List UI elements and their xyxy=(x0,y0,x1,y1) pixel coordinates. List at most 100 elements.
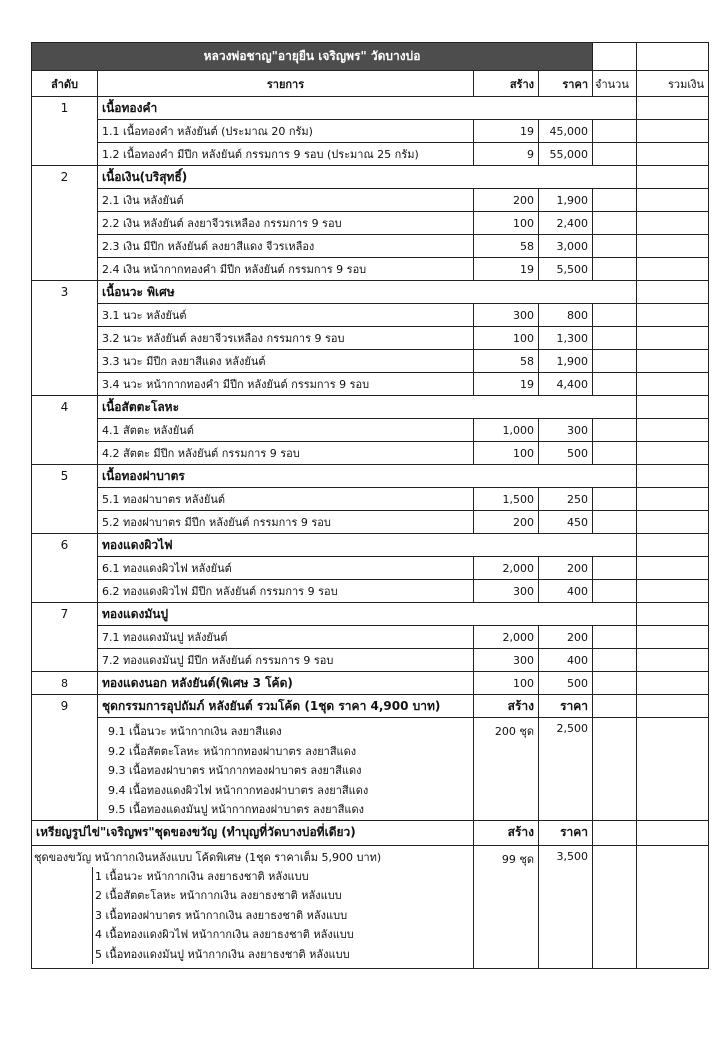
item-created: 100 xyxy=(473,326,539,350)
total-cell[interactable] xyxy=(636,533,710,557)
total-cell[interactable] xyxy=(636,671,710,695)
qty-cell[interactable] xyxy=(592,188,638,212)
qty-cell[interactable] xyxy=(592,257,638,281)
item-created: 2,000 xyxy=(473,556,539,580)
total-cell[interactable] xyxy=(636,625,710,649)
item-row: 6.2 ทองแดงผิวไฟ มีปีก หลังยันต์ กรรมการ … xyxy=(32,579,710,603)
header-total: รวมเงิน xyxy=(636,70,710,97)
item-price: 45,000 xyxy=(537,119,594,143)
qty-cell[interactable] xyxy=(592,844,638,969)
item-price: 2,500 xyxy=(537,717,594,821)
sub-item-line: 9.2 เนื้อสัตตะโลหะ หน้ากากทองฝาบาตร ลงยา… xyxy=(108,744,357,758)
total-cell[interactable] xyxy=(636,556,710,580)
total-cell[interactable] xyxy=(636,188,710,212)
qty-cell[interactable] xyxy=(592,671,638,695)
item-row: 1.1 เนื้อทองคำ หลังยันต์ (ประมาณ 20 กรัม… xyxy=(32,119,710,143)
total-cell[interactable] xyxy=(636,96,710,120)
item-row: 4.2 สัตตะ มีปีก หลังยันต์ กรรมการ 9 รอบ 1… xyxy=(32,441,710,465)
total-cell[interactable] xyxy=(636,441,710,465)
qty-cell[interactable] xyxy=(592,648,638,672)
qty-cell[interactable] xyxy=(592,372,638,396)
total-cell[interactable] xyxy=(636,349,710,373)
item-price: 400 xyxy=(537,648,594,672)
qty-cell[interactable] xyxy=(592,556,638,580)
item-created: 58 xyxy=(473,234,539,258)
total-cell[interactable] xyxy=(636,579,710,603)
total-cell[interactable] xyxy=(636,234,710,258)
total-cell[interactable] xyxy=(636,372,710,396)
price-label: ราคา xyxy=(537,694,594,718)
total-cell[interactable] xyxy=(636,819,710,846)
total-cell[interactable] xyxy=(636,42,710,71)
set-items-row: 9.1 เนื้อนวะ หน้ากากเงิน ลงยาสีแดง 9.2 เน… xyxy=(32,717,710,821)
total-cell[interactable] xyxy=(636,142,710,166)
qty-cell[interactable] xyxy=(592,510,638,534)
total-cell[interactable] xyxy=(636,844,710,969)
item-row: 2.2 เงิน หลังยันต์ ลงยาจีวรเหลือง กรรมกา… xyxy=(32,211,710,235)
total-cell[interactable] xyxy=(636,717,710,821)
qty-cell[interactable] xyxy=(592,625,638,649)
header-created: สร้าง xyxy=(473,70,539,97)
section-title: ทองแดงมันปู xyxy=(96,602,638,626)
sub-item-line: 9.1 เนื้อนวะ หน้ากากเงิน ลงยาสีแดง xyxy=(108,725,282,738)
section-number: 4 xyxy=(31,395,98,465)
total-cell[interactable] xyxy=(636,326,710,350)
item-name: 2.3 เงิน มีปีก หลังยันต์ ลงยาสีแดง จีวรเ… xyxy=(97,234,474,258)
item-name: 2.4 เงิน หน้ากากทองคำ มีปีก หลังยันต์ กร… xyxy=(97,257,474,281)
qty-cell[interactable] xyxy=(592,717,638,821)
item-price: 450 xyxy=(537,510,594,534)
item-price: 1,300 xyxy=(537,326,594,350)
total-cell[interactable] xyxy=(636,211,710,235)
qty-cell[interactable] xyxy=(592,694,638,718)
item-row: 7.2 ทองแดงมันปู มีปีก หลังยันต์ กรรมการ … xyxy=(32,648,710,672)
item-row: 3.2 นวะ หลังยันต์ ลงยาจีวรเหลือง กรรมการ… xyxy=(32,326,710,350)
item-created: 100 xyxy=(473,441,539,465)
header-qty: จำนวน xyxy=(592,70,638,97)
section-number: 1 xyxy=(31,96,98,166)
qty-cell[interactable] xyxy=(592,119,638,143)
section-number: 6 xyxy=(31,533,98,603)
qty-cell[interactable] xyxy=(592,487,638,511)
item-created: 200 xyxy=(473,188,539,212)
item-name: 6.1 ทองแดงผิวไฟ หลังยันต์ xyxy=(97,556,474,580)
qty-cell[interactable] xyxy=(592,303,638,327)
qty-cell[interactable] xyxy=(592,441,638,465)
total-cell[interactable] xyxy=(636,602,710,626)
total-cell[interactable] xyxy=(636,694,710,718)
total-cell[interactable] xyxy=(636,487,710,511)
qty-cell[interactable] xyxy=(592,418,638,442)
total-cell[interactable] xyxy=(636,648,710,672)
item-name: 3.3 นวะ มีปีก ลงยาสีแดง หลังยันต์ xyxy=(97,349,474,373)
item-name: 3.1 นวะ หลังยันต์ xyxy=(97,303,474,327)
item-price: 400 xyxy=(537,579,594,603)
item-created: 300 xyxy=(473,648,539,672)
qty-cell[interactable] xyxy=(592,326,638,350)
item-price: 3,000 xyxy=(537,234,594,258)
qty-cell[interactable] xyxy=(592,349,638,373)
qty-cell[interactable] xyxy=(592,142,638,166)
item-created: 300 xyxy=(473,303,539,327)
item-price: 55,000 xyxy=(537,142,594,166)
item-name: 4.2 สัตตะ มีปีก หลังยันต์ กรรมการ 9 รอบ xyxy=(97,441,474,465)
sub-item-line: 3 เนื้อทองฝาบาตร หน้ากากเงิน ลงยาธงชาติ … xyxy=(95,908,348,922)
total-cell[interactable] xyxy=(636,303,710,327)
total-cell[interactable] xyxy=(636,119,710,143)
item-price: 4,400 xyxy=(537,372,594,396)
sub-item-line: 9.5 เนื้อทองแดงมันปู หน้ากากทองฝาบาตร ลง… xyxy=(108,803,365,816)
qty-cell[interactable] xyxy=(592,819,638,846)
qty-cell[interactable] xyxy=(592,42,638,71)
total-cell[interactable] xyxy=(636,395,710,419)
total-cell[interactable] xyxy=(636,257,710,281)
item-created: 200 ชุด xyxy=(473,717,539,821)
section-number: 2 xyxy=(31,165,98,281)
qty-cell[interactable] xyxy=(592,234,638,258)
section-title: เนื้อทองคำ xyxy=(96,96,638,120)
total-cell[interactable] xyxy=(636,165,710,189)
total-cell[interactable] xyxy=(636,464,710,488)
total-cell[interactable] xyxy=(636,418,710,442)
total-cell[interactable] xyxy=(636,280,710,304)
total-cell[interactable] xyxy=(636,510,710,534)
qty-cell[interactable] xyxy=(592,579,638,603)
qty-cell[interactable] xyxy=(592,211,638,235)
item-created: 99 ชุด xyxy=(473,844,539,969)
